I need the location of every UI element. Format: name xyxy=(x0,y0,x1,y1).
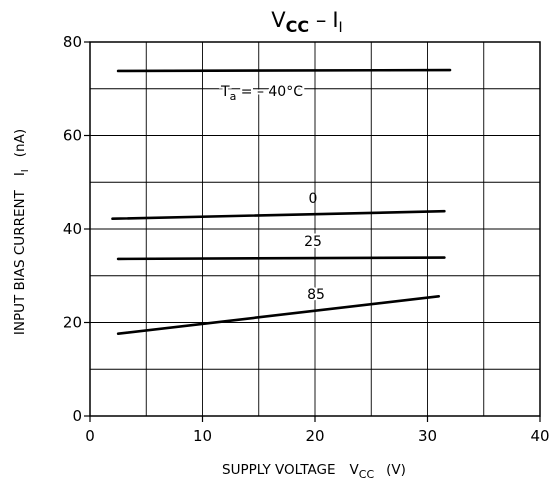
x-tick-label: 0 xyxy=(85,427,95,445)
plot-grid xyxy=(90,42,540,416)
title-main-sub: CC xyxy=(286,17,309,36)
annotation-25: 25 xyxy=(304,234,322,250)
chart-title: VCC – II xyxy=(271,8,342,36)
annotation-0: 0 xyxy=(309,191,318,207)
y-tick-label: 80 xyxy=(63,33,82,51)
y-tick-label: 40 xyxy=(63,220,82,238)
y-axis-label: INPUT BIAS CURRENTII(nA) xyxy=(12,129,31,335)
axis-ticks: 0 10 20 30 40 0 20 40 60 80 xyxy=(63,33,550,445)
x-tick-label: 30 xyxy=(418,427,437,445)
title-right-sub: I xyxy=(339,20,343,36)
annotation-ta-minus40: Ta = – 40°C xyxy=(220,84,303,103)
y-tick-label: 20 xyxy=(63,314,82,332)
series-line-0 xyxy=(116,68,452,73)
series-line-3 xyxy=(116,295,441,336)
series-lines xyxy=(111,68,452,336)
annotation-85: 85 xyxy=(307,287,325,303)
y-tick-label: 0 xyxy=(72,407,82,425)
series-line-1 xyxy=(111,209,446,221)
x-tick-label: 40 xyxy=(530,427,549,445)
y-tick-label: 60 xyxy=(63,127,82,145)
title-sep: – xyxy=(316,8,327,32)
series-line-2 xyxy=(116,256,446,261)
x-tick-label: 20 xyxy=(305,427,324,445)
x-tick-label: 10 xyxy=(193,427,212,445)
x-axis-label: SUPPLY VOLTAGE VCC (V) xyxy=(222,462,406,481)
title-main: V xyxy=(271,8,286,32)
title-right: I xyxy=(332,8,338,32)
